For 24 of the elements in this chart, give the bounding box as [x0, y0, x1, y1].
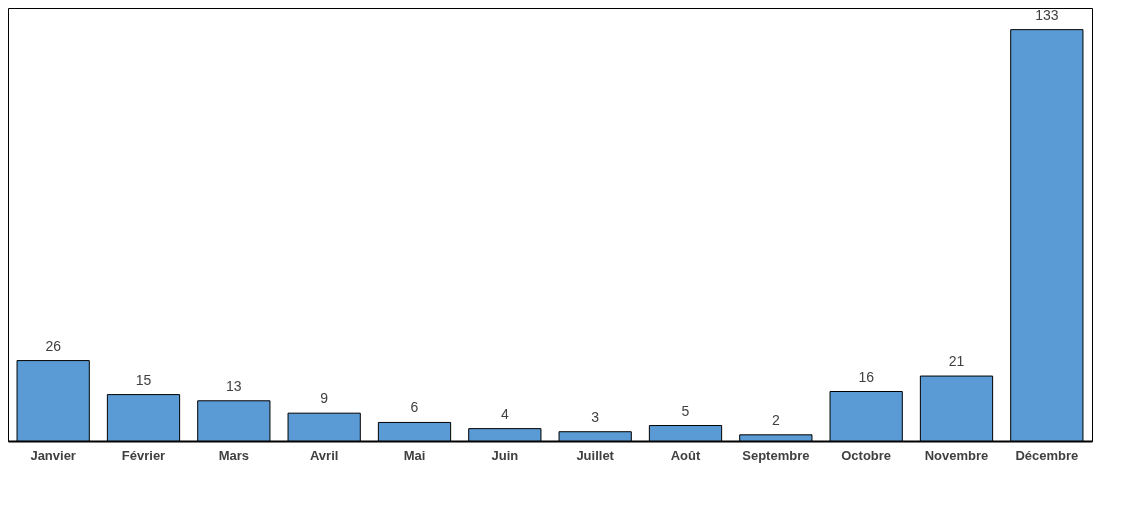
x-tick-label: Février	[121, 447, 166, 463]
data-label: 15	[135, 371, 152, 388]
data-label: 21	[948, 353, 965, 370]
data-label: 9	[320, 390, 329, 407]
x-tick-label: Avril	[309, 447, 339, 463]
data-label: 133	[1035, 6, 1059, 23]
x-tick-label: Décembre	[1015, 447, 1079, 463]
data-label: 4	[500, 405, 509, 422]
x-tick-label: Septembre	[742, 447, 810, 463]
data-label: 3	[591, 408, 600, 425]
data-label: 2	[771, 411, 780, 428]
x-tick-label: Juillet	[576, 447, 615, 463]
data-label: 5	[681, 402, 690, 419]
x-tick-label: Août	[670, 447, 701, 463]
data-label: 26	[45, 337, 62, 354]
x-tick-label: Janvier	[30, 447, 76, 463]
x-tick-label: Mars	[218, 447, 250, 463]
data-label: 13	[226, 377, 242, 394]
data-label: 16	[858, 368, 875, 385]
x-tick-label: Mai	[403, 447, 426, 463]
x-tick-label: Novembre	[924, 447, 989, 463]
data-label: 6	[410, 399, 419, 416]
x-tick-label: Juin	[491, 447, 519, 463]
x-tick-label: Octobre	[841, 447, 892, 463]
